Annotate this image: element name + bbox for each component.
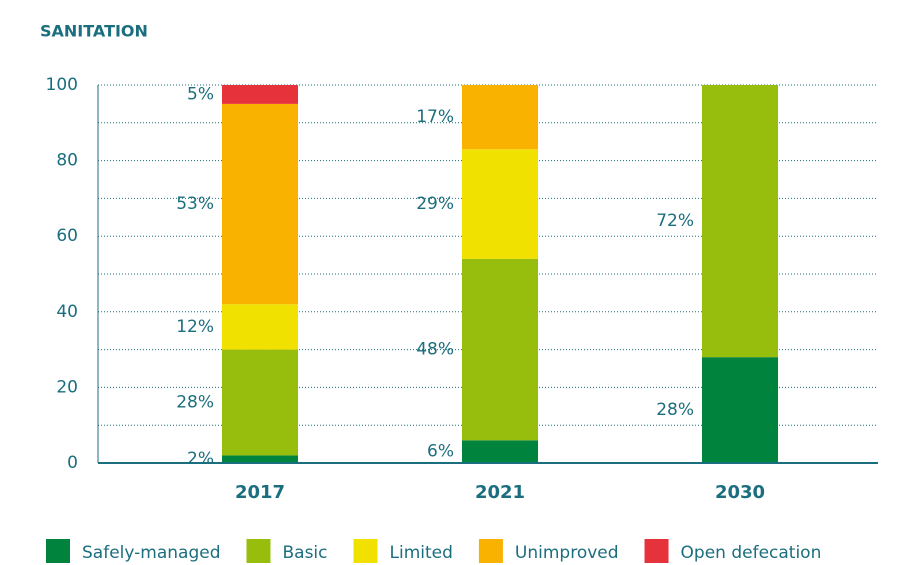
bar-segment [222,349,298,456]
bar-segment [222,455,298,463]
legend-label: Unimproved [515,543,619,563]
data-label: 6% [427,442,454,462]
legend-swatch [478,539,503,563]
bar-segment [222,85,298,104]
legend-label: Limited [390,543,453,563]
legend-label: Basic [282,543,327,563]
y-tick-label: 40 [56,302,78,322]
bar-segment [462,440,538,463]
bar-segment [462,85,538,150]
bar-segment [222,304,298,350]
data-label: 72% [656,211,694,231]
y-tick-label: 0 [67,453,78,473]
y-tick-label: 100 [46,75,78,95]
y-tick-label: 80 [56,151,78,171]
y-tick-label: 60 [56,226,78,246]
data-label: 28% [176,393,214,413]
data-label: 5% [187,84,214,104]
data-label: 2% [187,449,214,469]
data-label: 17% [416,107,454,127]
data-label: 28% [656,400,694,420]
legend-swatch [353,539,378,563]
legend-swatch [644,539,669,563]
bar-segment [462,149,538,259]
data-label: 48% [416,340,454,360]
bar-segment [462,258,538,441]
x-tick-label: 2021 [475,482,525,503]
bar-segment [702,357,778,463]
bar-segment [222,103,298,305]
data-label: 29% [416,194,454,214]
legend-swatch [46,539,70,563]
legend-label: Safely-managed [82,543,220,563]
data-label: 12% [176,317,214,337]
x-tick-label: 2030 [715,482,765,503]
legend-swatch [246,539,271,563]
chart-title: SANITATION [40,22,148,41]
legend-label: Open defecation [681,543,822,563]
data-label: 53% [176,194,214,214]
x-tick-label: 2017 [235,482,285,503]
bar-segment [702,85,778,358]
y-tick-label: 20 [56,377,78,397]
